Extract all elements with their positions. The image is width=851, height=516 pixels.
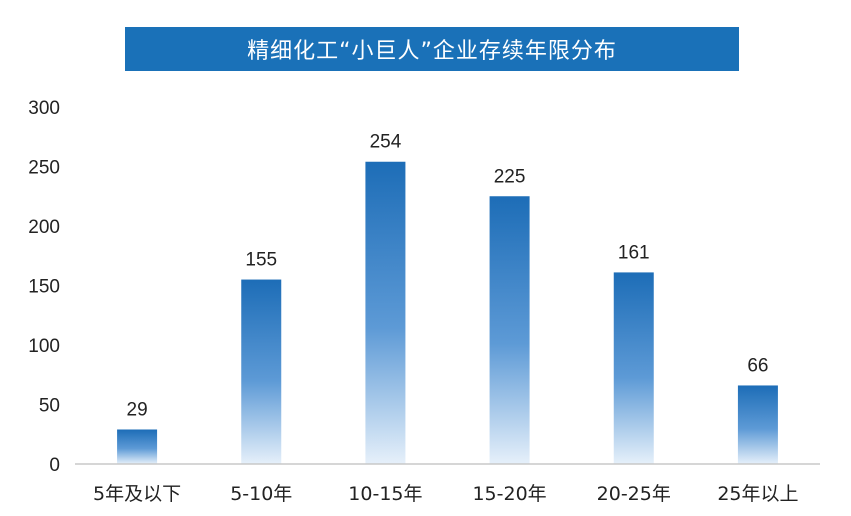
bar-value-label: 161 [618, 242, 650, 263]
y-tick-label: 300 [28, 98, 60, 119]
y-tick-label: 50 [39, 396, 60, 417]
x-category-label: 5年及以下 [93, 483, 181, 505]
bar [241, 279, 282, 464]
bar-value-label: 225 [494, 166, 526, 187]
x-category-label: 15-20年 [472, 483, 546, 505]
y-tick-label: 100 [28, 336, 60, 357]
x-category-label: 20-25年 [597, 483, 671, 505]
x-category-label: 25年以上 [717, 483, 798, 505]
bars: 29 155 254 225 161 66 [117, 132, 778, 465]
y-tick-label: 0 [49, 455, 60, 476]
y-tick-label: 150 [28, 277, 60, 298]
x-category-label: 10-15年 [348, 483, 422, 505]
bar-value-label: 254 [370, 132, 402, 153]
bar-value-label: 66 [747, 355, 768, 376]
chart-title-banner: 精细化工“小巨人”企业存续年限分布 [125, 27, 739, 71]
bar-value-label: 155 [245, 250, 277, 271]
bar [737, 385, 778, 464]
bar [117, 429, 158, 464]
x-axis: 5年及以下 5-10年 10-15年 15-20年 20-25年 25年以上 [93, 483, 798, 505]
bar-value-label: 29 [127, 399, 148, 420]
bar [489, 196, 530, 464]
bar [365, 161, 406, 465]
y-tick-label: 200 [28, 217, 60, 238]
bar [613, 272, 654, 464]
chart-title: 精细化工“小巨人”企业存续年限分布 [247, 39, 617, 64]
x-category-label: 5-10年 [230, 483, 292, 505]
y-axis: 0 50 100 150 200 250 300 [28, 98, 60, 476]
y-tick-label: 250 [28, 158, 60, 179]
